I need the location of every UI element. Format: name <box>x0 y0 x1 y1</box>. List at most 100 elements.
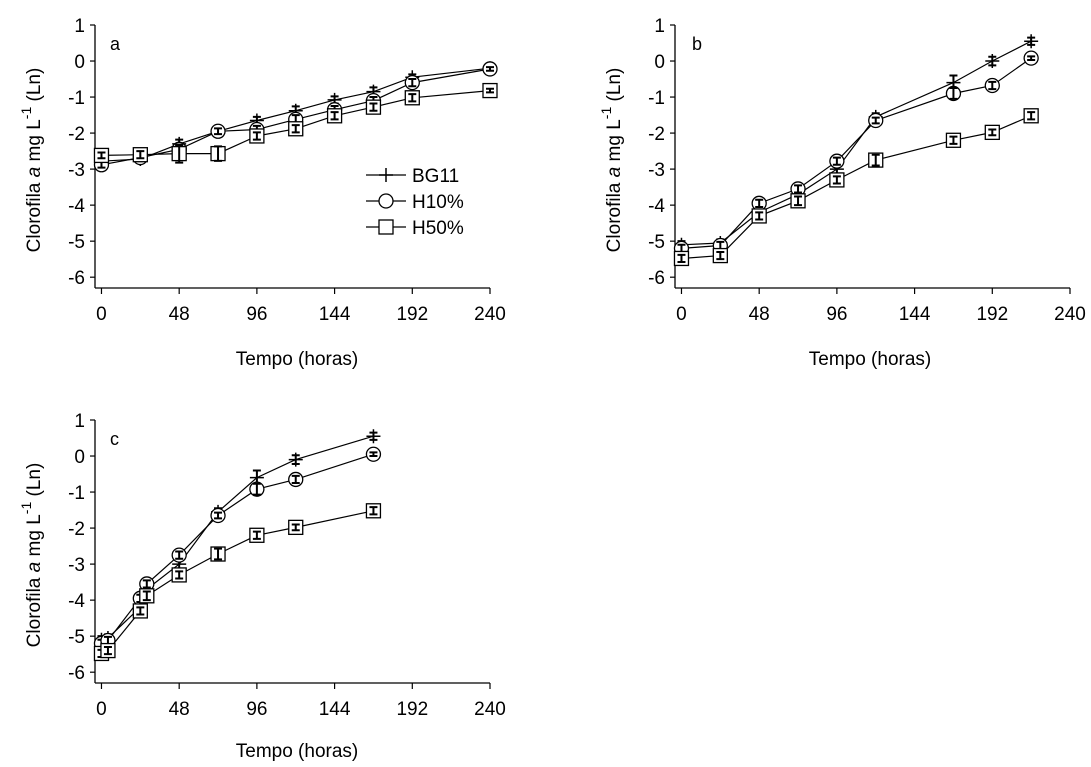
y-tick-label: -2 <box>648 124 665 145</box>
legend-label: H50% <box>412 218 464 239</box>
x-axis-title: Tempo (horas) <box>809 349 932 370</box>
legend-marker <box>378 193 394 209</box>
y-tick-label: -6 <box>648 268 665 289</box>
y-axis-title-part: mg L <box>604 119 625 167</box>
legend-marker <box>378 219 394 235</box>
y-axis-title: Clorofila a mg L-1 (Ln) <box>18 68 45 253</box>
x-tick-label: 48 <box>169 304 190 325</box>
error-bar <box>175 550 184 560</box>
error-bar <box>408 93 417 103</box>
error-bar <box>871 116 880 125</box>
y-tick-label: -6 <box>68 268 85 289</box>
legend: BG11 H10% H50% <box>366 166 464 239</box>
chart-panel-c: -6 -5 -4 -3 -2 -1 0 1 0 48 96 144 192 240 Tempo (horas… <box>18 411 506 762</box>
y-tick-label: -5 <box>68 627 85 648</box>
x-tick-label: 0 <box>96 304 107 325</box>
x-tick-label: 144 <box>319 304 351 325</box>
y-axis-title-part: mg L <box>24 514 45 562</box>
x-tick-label: 96 <box>826 304 847 325</box>
error-bar <box>214 547 223 561</box>
x-tick-label: 0 <box>96 699 107 720</box>
error-bar <box>988 128 997 137</box>
error-bar <box>1027 111 1036 121</box>
x-tick-label: 48 <box>749 304 770 325</box>
series-h50 <box>93 82 498 164</box>
y-tick-label: -4 <box>68 591 85 612</box>
y-axis-title: Clorofila a mg L-1 (Ln) <box>598 68 625 253</box>
y-axis-title-part: a <box>24 562 45 573</box>
panel-label: a <box>110 34 121 54</box>
error-bar <box>755 211 764 221</box>
chart-panel-b: -6 -5 -4 -3 -2 -1 0 1 0 48 96 144 192 240 Tempo (horas… <box>598 16 1086 370</box>
y-tick-label: -3 <box>68 160 85 181</box>
y-axis-title-part: Clorofila <box>24 177 45 252</box>
error-bar <box>330 111 339 121</box>
error-bar <box>794 195 803 207</box>
y-tick-label: -3 <box>648 160 665 181</box>
x-axis-title: Tempo (horas) <box>236 741 359 762</box>
error-bar <box>677 253 686 264</box>
y-tick-label: -2 <box>68 519 85 540</box>
x-tick-label: 240 <box>474 699 506 720</box>
x-tick-label: 96 <box>246 699 267 720</box>
panel-label: b <box>692 34 702 54</box>
series-h10 <box>93 61 498 173</box>
y-tick-label: 1 <box>654 16 665 37</box>
error-bar <box>408 78 417 88</box>
error-bar <box>214 127 223 136</box>
y-axis-title-part: (Ln) <box>24 463 45 502</box>
x-tick-label: 144 <box>899 304 931 325</box>
error-bar <box>291 124 300 134</box>
error-bar <box>486 66 494 72</box>
y-axis-title-part: a <box>24 167 45 178</box>
y-axis-title-part: -1 <box>18 107 34 120</box>
y-axis-title-part: -1 <box>598 107 614 120</box>
y-axis-title-part: Clorofila <box>604 177 625 252</box>
x-tick-label: 192 <box>976 304 1008 325</box>
y-tick-label: -6 <box>68 663 85 684</box>
error-bar <box>142 590 151 602</box>
y-axis-title-part: mg L <box>24 119 45 167</box>
series-line <box>101 68 491 166</box>
error-bar <box>755 198 764 208</box>
series-h10 <box>93 446 382 652</box>
series-h50 <box>673 108 1039 267</box>
x-axis-title: Tempo (horas) <box>236 349 359 370</box>
y-tick-label: -3 <box>68 555 85 576</box>
legend-marker <box>379 168 393 182</box>
error-bar <box>214 145 223 162</box>
error-bar <box>369 451 378 458</box>
x-tick-label: 240 <box>1054 304 1086 325</box>
error-bar <box>136 150 145 160</box>
x-tick-label: 48 <box>169 699 190 720</box>
error-bar <box>252 530 261 540</box>
x-tick-label: 192 <box>396 304 428 325</box>
error-bar <box>252 131 261 141</box>
error-bar <box>1027 36 1036 46</box>
error-bar <box>175 570 184 580</box>
y-axis-title-part: -1 <box>18 502 34 515</box>
error-bar <box>103 645 112 656</box>
x-tick-label: 0 <box>676 304 687 325</box>
error-bar <box>214 511 223 520</box>
y-tick-label: 0 <box>654 52 665 73</box>
error-bar <box>252 482 261 496</box>
x-tick-label: 144 <box>319 699 351 720</box>
error-bar <box>369 102 378 112</box>
y-axis-title-part: a <box>604 167 625 178</box>
series-line <box>101 90 491 156</box>
x-tick-label: 192 <box>396 699 428 720</box>
y-axis-title-part: (Ln) <box>604 68 625 107</box>
x-tick-label: 96 <box>246 304 267 325</box>
error-bar <box>832 156 841 166</box>
series-line <box>681 57 1032 249</box>
y-tick-label: -4 <box>648 196 665 217</box>
error-bar <box>136 606 145 616</box>
error-bar <box>97 151 106 160</box>
y-axis-title-part: (Ln) <box>24 68 45 107</box>
legend-label: H10% <box>412 192 464 213</box>
x-tick-label: 240 <box>474 304 506 325</box>
error-bar <box>1027 55 1036 61</box>
series-h10 <box>673 50 1039 257</box>
